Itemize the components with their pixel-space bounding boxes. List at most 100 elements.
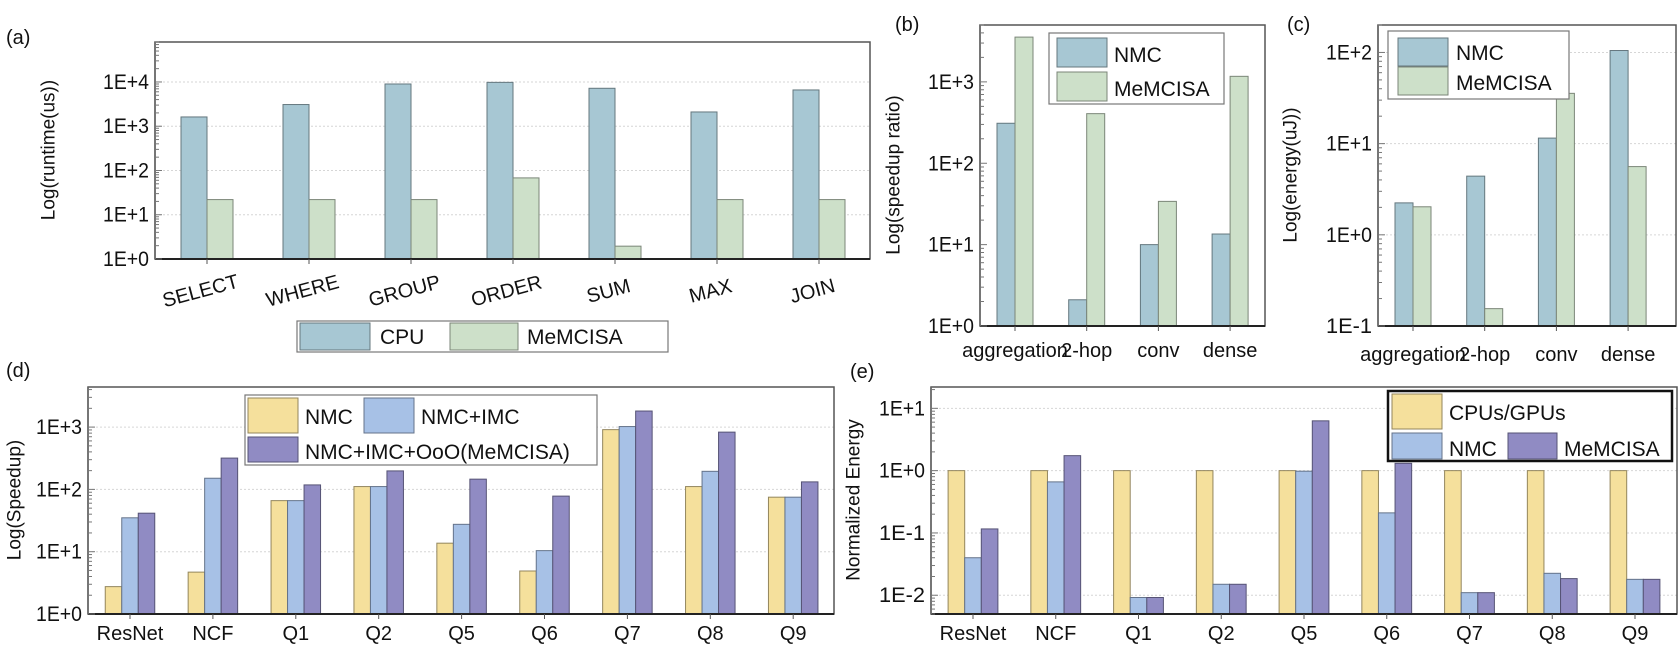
bar-nmc-imc (618, 426, 637, 615)
bar-memcisa (206, 199, 234, 260)
bar-memcisa (1627, 166, 1647, 327)
bar-nmc-imc (784, 496, 802, 615)
y-tick-label: 1E+1 (103, 204, 149, 227)
bar-nmc-imc-ooo-memcisa- (800, 481, 819, 615)
bar-memcisa (818, 199, 846, 260)
bar-nmc-imc-ooo-memcisa- (386, 470, 404, 615)
chart-panel-e: (e) 1E-2 1E-1 1E+0 1E+1 ResNet NCF Q1 Q2 Q5 Q6 Q7 Q8… (844, 361, 1678, 645)
bar-memcisa (1642, 578, 1661, 615)
legend-label: NMC+IMC+OoO(MeMCISA) (305, 441, 570, 464)
bar-nmc (1609, 50, 1629, 327)
bar-nmc-imc-ooo-memcisa- (635, 410, 653, 615)
bar-nmc (436, 542, 454, 615)
y-axis-label: Log(runtime(us)) (39, 80, 60, 220)
bar-nmc (964, 557, 982, 615)
bar-nmc-imc (204, 477, 222, 615)
legend-label: NMC (1449, 438, 1497, 461)
bar-nmc (1068, 299, 1088, 327)
legend: CPU MeMCISA (296, 320, 669, 353)
legend-swatch (1397, 37, 1449, 67)
y-tick-label: 1E-1 (1326, 315, 1372, 338)
legend-label: MeMCISA (1564, 438, 1660, 461)
bar-cpus-gpus (1030, 470, 1048, 615)
x-tick-label: WHERE (264, 271, 342, 312)
bar-memcisa (1157, 200, 1177, 327)
bar-memcisa (1014, 36, 1034, 327)
bar-nmc-imc (452, 523, 471, 615)
x-tick-label: Q6 (1373, 623, 1400, 645)
bar-nmc (1212, 583, 1231, 615)
legend-swatch (1391, 432, 1443, 460)
bar-nmc (1394, 202, 1414, 327)
bar-cpu (588, 87, 616, 260)
x-tick-label: Q8 (1539, 623, 1566, 645)
legend-label: MeMCISA (527, 326, 623, 349)
x-tick-label: Q1 (282, 623, 309, 645)
bar-memcisa (980, 528, 999, 615)
y-axis-label: Log(Speedup) (5, 440, 26, 560)
bar-nmc-imc-ooo-memcisa- (220, 457, 239, 615)
bar-nmc-imc-ooo-memcisa- (137, 512, 156, 615)
bar-cpus-gpus (1195, 470, 1214, 615)
x-tick-label: aggregation (1360, 344, 1466, 366)
bar-nmc (1626, 578, 1644, 615)
legend-swatch (1391, 393, 1443, 430)
bar-memcisa (1560, 578, 1578, 615)
legend-label: NMC (305, 406, 353, 429)
bar-nmc (685, 486, 703, 615)
bar-memcisa (410, 199, 438, 260)
legend-swatch (299, 322, 371, 351)
x-tick-label: ORDER (469, 272, 544, 312)
legend-swatch (247, 397, 299, 434)
bar-nmc (1211, 233, 1231, 327)
bar-memcisa (1484, 308, 1504, 327)
bar-memcisa (1063, 455, 1082, 615)
legend: NMC MeMCISA (1387, 30, 1570, 100)
x-tick-label: JOIN (788, 275, 838, 308)
legend-label: MeMCISA (1456, 72, 1552, 95)
legend-box (244, 394, 598, 466)
bar-nmc-imc-ooo-memcisa- (718, 431, 736, 615)
legend-swatch (1507, 432, 1558, 460)
bar-cpu (690, 111, 718, 260)
x-tick-label: ResNet (940, 623, 1007, 645)
bar-memcisa (1412, 206, 1432, 327)
bar-memcisa (1229, 75, 1249, 327)
x-tick-label: MAX (687, 275, 735, 307)
y-tick-label: 1E+0 (879, 460, 925, 483)
y-tick-label: 1E+0 (103, 248, 149, 271)
legend-label: NMC+IMC (421, 406, 520, 429)
panel-label: (a) (6, 27, 30, 49)
x-tick-label: Q5 (1291, 623, 1318, 645)
bar-nmc (519, 570, 537, 615)
chart-panel-a: (a) 1E+0 1E+1 1E+2 1E+3 1E+4 SELECT WHERE GROUP O… (6, 27, 871, 353)
x-tick-label: ResNet (97, 623, 164, 645)
x-tick-label: aggregation (962, 340, 1068, 362)
panel-label: (e) (850, 361, 874, 383)
bar-cpus-gpus (947, 470, 966, 615)
x-tick-label: Q9 (780, 623, 807, 645)
panel-label: (b) (895, 14, 919, 36)
x-tick-label: SELECT (160, 271, 241, 312)
x-tick-label: conv (1137, 340, 1179, 362)
bar-cpus-gpus (1361, 470, 1379, 615)
x-tick-label: Q8 (697, 623, 724, 645)
x-tick-label: 2-hop (1061, 340, 1112, 362)
bar-nmc (1295, 470, 1313, 615)
bar-cpu (486, 81, 514, 260)
legend: CPUs/GPUs NMC MeMCISA (1386, 389, 1674, 463)
legend-label: NMC (1456, 42, 1504, 65)
bar-cpu (282, 104, 310, 260)
bar-nmc-imc-ooo-memcisa- (552, 495, 570, 615)
bar-memcisa (1311, 420, 1330, 615)
bar-memcisa (1477, 592, 1495, 615)
bar-nmc (767, 496, 786, 615)
bar-nmc (1377, 512, 1396, 615)
y-axis-label: Normalized Energy (844, 419, 865, 581)
bar-nmc (1046, 481, 1065, 615)
x-tick-label: Q2 (1208, 623, 1235, 645)
y-tick-label: 1E+0 (928, 315, 974, 338)
